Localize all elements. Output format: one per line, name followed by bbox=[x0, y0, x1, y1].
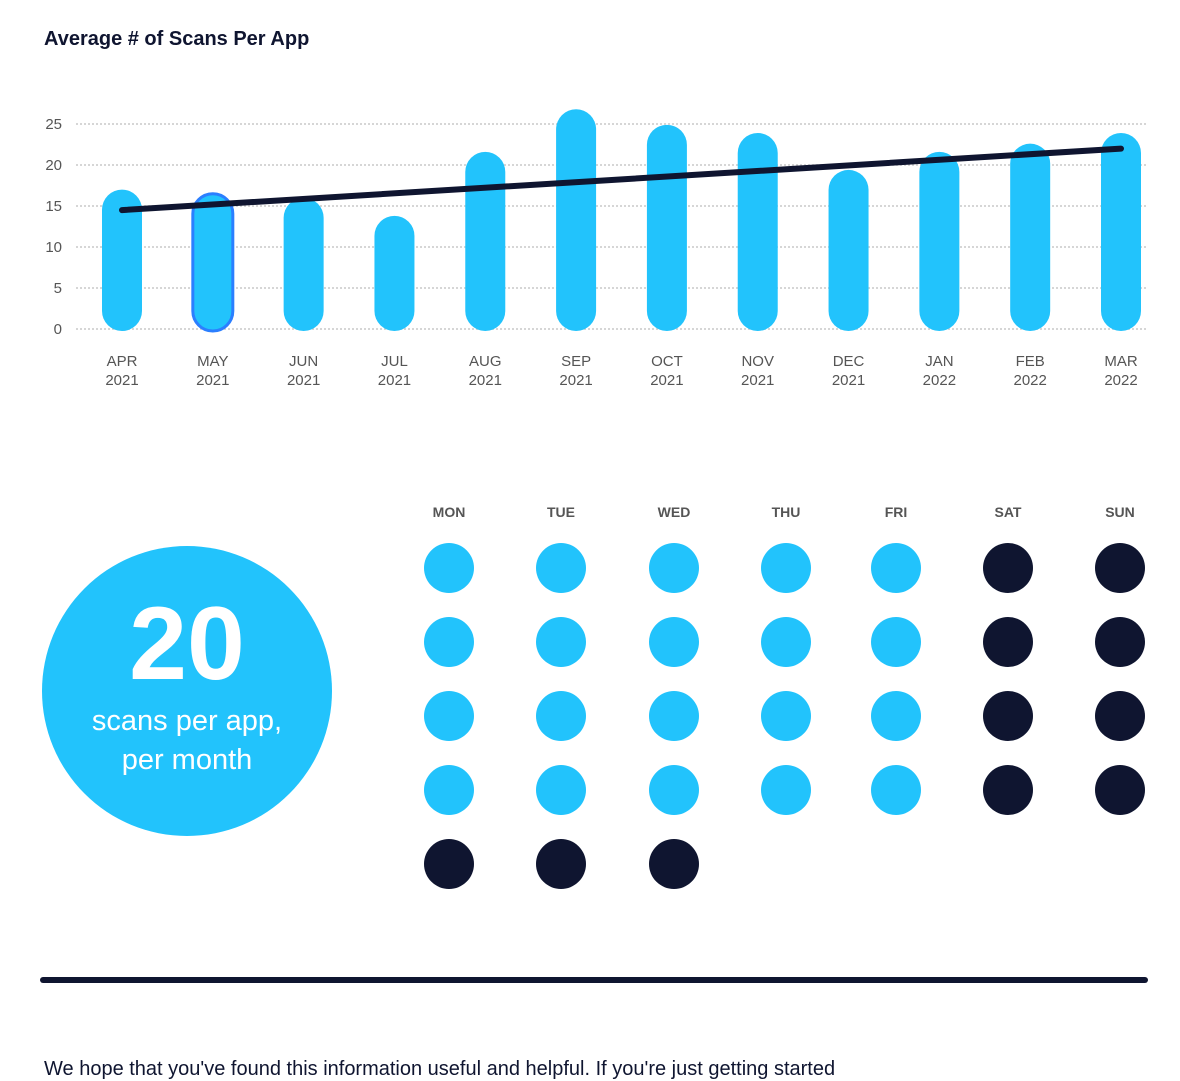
calendar-day-header: WED bbox=[658, 504, 691, 520]
x-tick-label: NOV bbox=[741, 353, 774, 370]
bar bbox=[556, 109, 597, 332]
divider bbox=[40, 977, 1148, 983]
calendar-dot bbox=[649, 543, 699, 593]
calendar-dot bbox=[536, 543, 586, 593]
y-tick-label: 20 bbox=[45, 157, 62, 174]
calendar-day-header: SUN bbox=[1105, 504, 1135, 520]
calendar-dot bbox=[649, 839, 699, 889]
summary-number: 20 bbox=[129, 586, 245, 702]
x-tick-year: 2022 bbox=[1104, 372, 1137, 389]
calendar-dot bbox=[1095, 543, 1145, 593]
x-tick-label: JAN bbox=[925, 353, 953, 370]
x-tick-label: OCT bbox=[651, 353, 683, 370]
calendar-dot bbox=[536, 617, 586, 667]
bar bbox=[1010, 143, 1051, 331]
x-tick-label: DEC bbox=[833, 353, 865, 370]
x-tick-year: 2021 bbox=[196, 372, 229, 389]
bar bbox=[737, 133, 778, 331]
calendar-dot bbox=[983, 691, 1033, 741]
footer-text: We hope that you've found this informati… bbox=[44, 1058, 836, 1080]
calendar-dot bbox=[983, 543, 1033, 593]
bar bbox=[283, 197, 324, 331]
trend-line bbox=[119, 145, 1124, 214]
calendar-dot bbox=[424, 617, 474, 667]
summary-circle: 20 scans per app, per month bbox=[42, 546, 332, 836]
calendar-dot bbox=[649, 691, 699, 741]
x-tick-year: 2021 bbox=[105, 372, 138, 389]
x-tick-label: JUN bbox=[289, 353, 318, 370]
x-tick-year: 2021 bbox=[287, 372, 320, 389]
y-tick-label: 0 bbox=[54, 321, 62, 338]
bar bbox=[828, 169, 869, 331]
x-tick-year: 2022 bbox=[923, 372, 956, 389]
calendar-dot bbox=[871, 691, 921, 741]
bar bbox=[465, 151, 506, 331]
calendar-dot bbox=[761, 617, 811, 667]
calendar-day-header: MON bbox=[433, 504, 466, 520]
y-tick-label: 5 bbox=[54, 280, 62, 297]
summary-caption-1: scans per app, bbox=[91, 705, 283, 737]
calendar-dot bbox=[871, 543, 921, 593]
calendar-dot bbox=[761, 691, 811, 741]
calendar-day-header: TUE bbox=[547, 504, 575, 520]
calendar-dot bbox=[1095, 765, 1145, 815]
calendar-dot bbox=[536, 765, 586, 815]
calendar-dot bbox=[649, 617, 699, 667]
bar bbox=[919, 151, 960, 331]
x-tick-year: 2021 bbox=[378, 372, 411, 389]
calendar-day-header: THU bbox=[772, 504, 801, 520]
x-tick-year: 2021 bbox=[559, 372, 592, 389]
x-tick-label: MAY bbox=[197, 353, 228, 370]
y-tick-label: 10 bbox=[45, 239, 62, 256]
x-tick-label: MAR bbox=[1104, 353, 1138, 370]
calendar-dot bbox=[761, 765, 811, 815]
calendar-dot bbox=[424, 765, 474, 815]
x-tick-year: 2021 bbox=[832, 372, 865, 389]
calendar-dot bbox=[536, 691, 586, 741]
calendar-dot bbox=[871, 765, 921, 815]
bar bbox=[374, 215, 415, 331]
calendar-dot bbox=[536, 839, 586, 889]
calendar-day-header: SAT bbox=[995, 504, 1022, 520]
x-tick-year: 2021 bbox=[741, 372, 774, 389]
calendar-day-header: FRI bbox=[885, 504, 908, 520]
x-tick-label: FEB bbox=[1016, 353, 1045, 370]
y-tick-label: 15 bbox=[45, 198, 62, 215]
calendar-dot bbox=[424, 691, 474, 741]
calendar-dot bbox=[649, 765, 699, 815]
calendar-dot bbox=[1095, 691, 1145, 741]
x-tick-year: 2021 bbox=[469, 372, 502, 389]
bar bbox=[646, 124, 687, 331]
x-tick-label: SEP bbox=[561, 353, 591, 370]
calendar-dot bbox=[1095, 617, 1145, 667]
x-tick-label: JUL bbox=[381, 353, 408, 370]
bar-chart: 0 5 10 15 20 25 APR 2021 MAY 2021 JUN 2021 JUL 2021 AU… bbox=[45, 109, 1146, 889]
bar bbox=[1101, 133, 1141, 331]
calendar-dot bbox=[424, 543, 474, 593]
x-tick-label: AUG bbox=[469, 353, 502, 370]
calendar-dot bbox=[424, 839, 474, 889]
calendar-dot bbox=[871, 617, 921, 667]
bar bbox=[191, 192, 235, 333]
y-tick-label: 25 bbox=[45, 116, 62, 133]
calendar-dot bbox=[761, 543, 811, 593]
bar bbox=[102, 189, 142, 331]
chart-title: Average # of Scans Per App bbox=[44, 28, 310, 50]
calendar-dot bbox=[983, 617, 1033, 667]
calendar-dot bbox=[983, 765, 1033, 815]
x-tick-label: APR bbox=[107, 353, 138, 370]
x-tick-year: 2021 bbox=[650, 372, 683, 389]
x-tick-year: 2022 bbox=[1013, 372, 1046, 389]
summary-caption-2: per month bbox=[121, 744, 253, 776]
